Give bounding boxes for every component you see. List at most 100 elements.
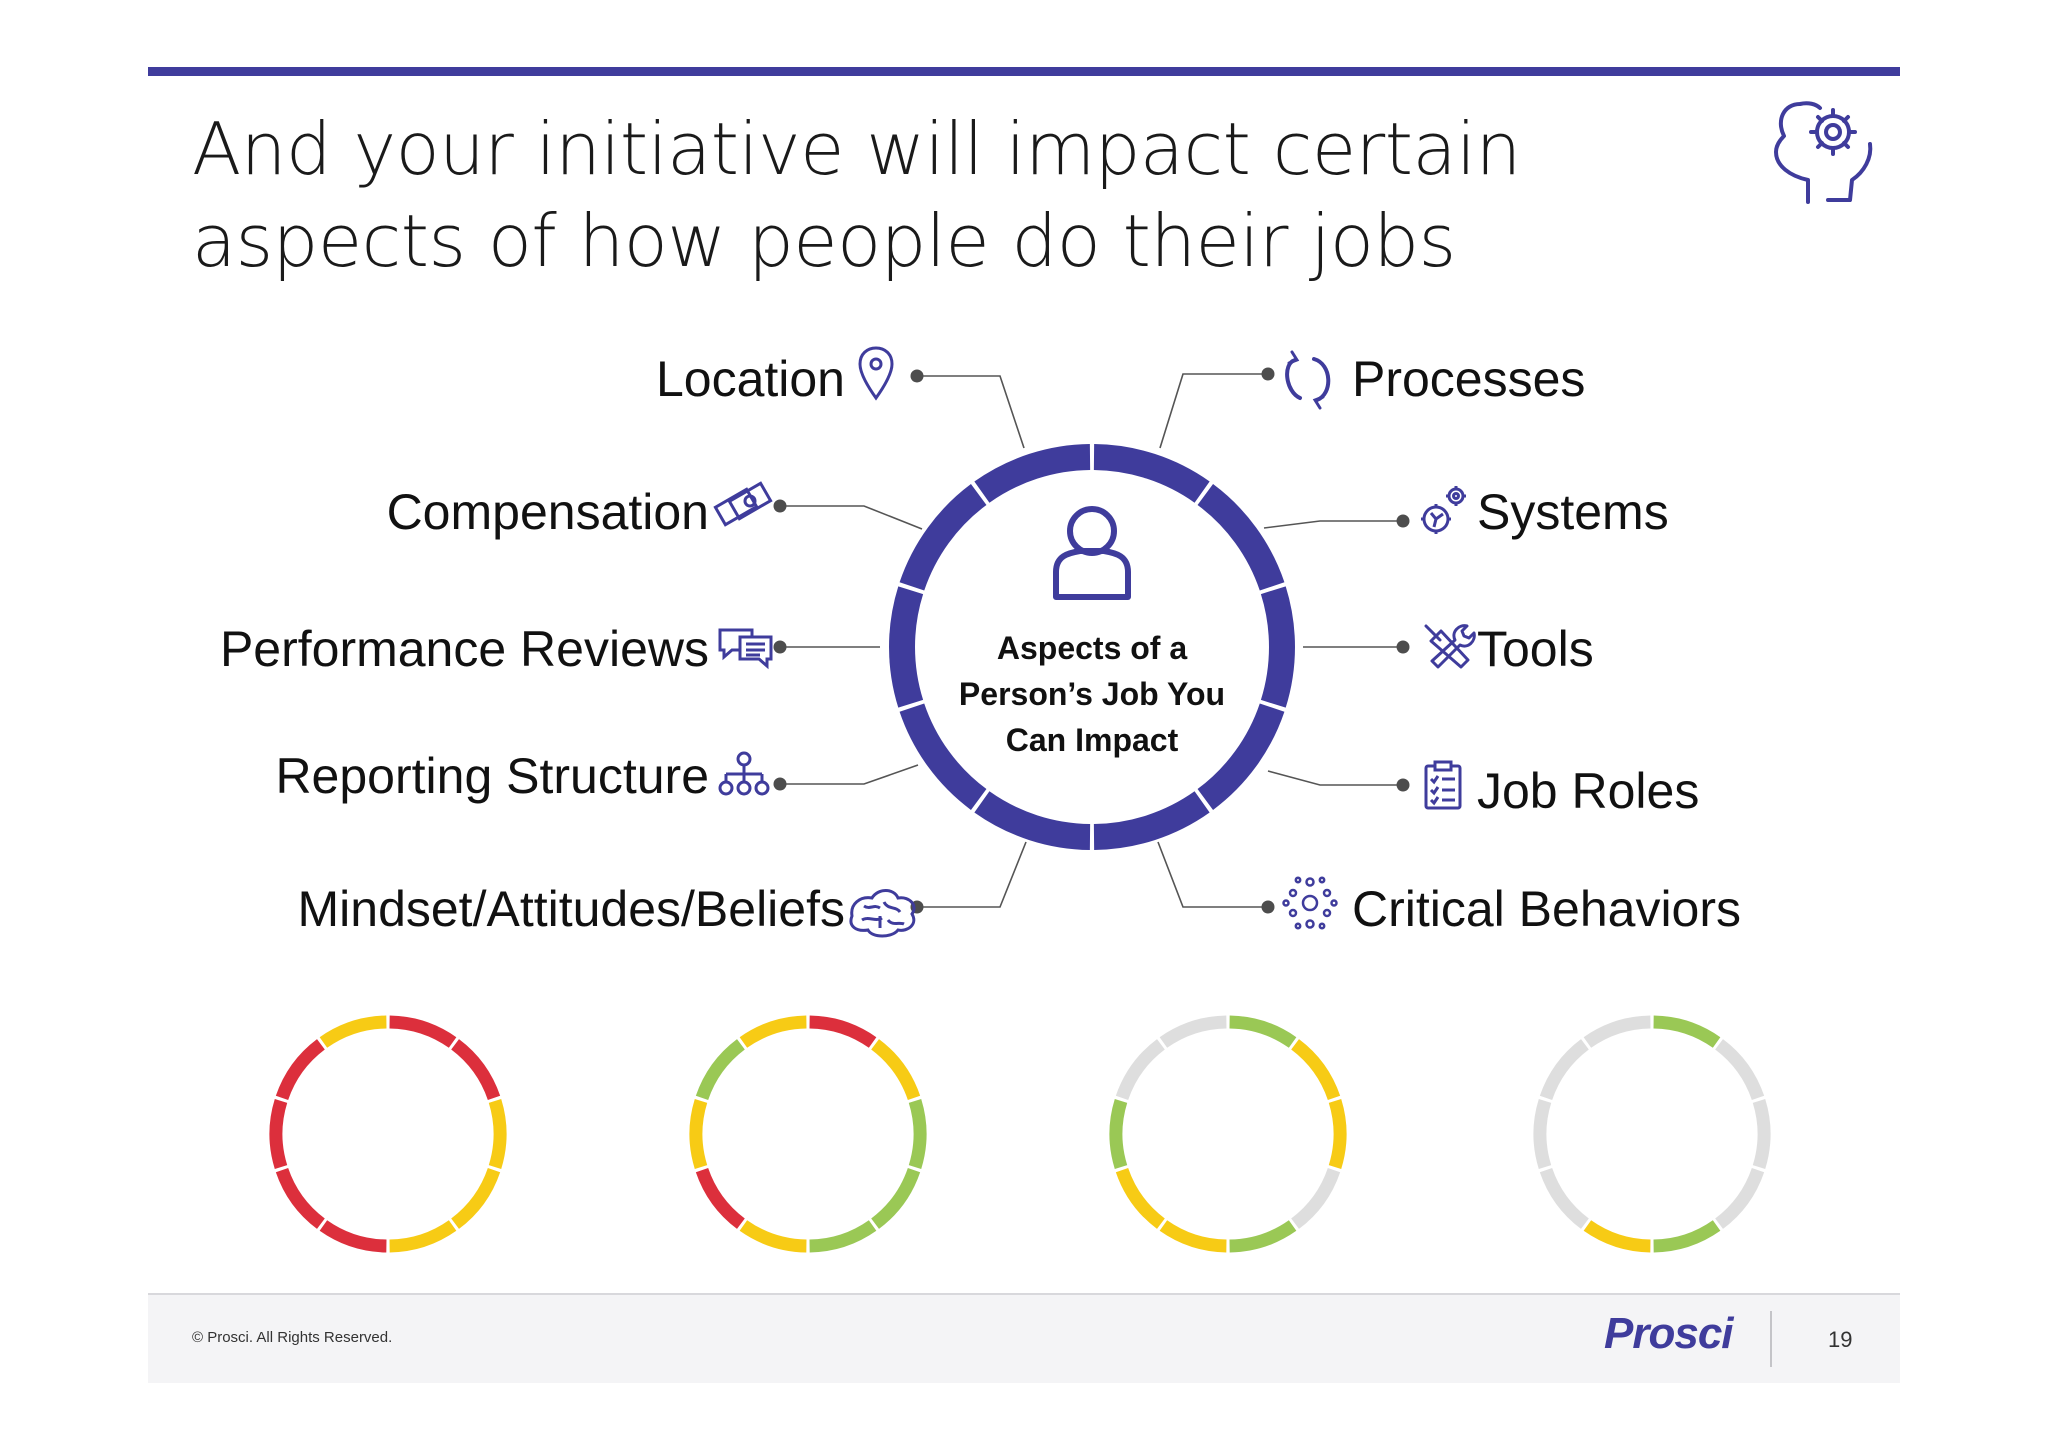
connector-compensation xyxy=(780,505,923,530)
main-ring xyxy=(889,444,1295,850)
impact-ring-1 xyxy=(269,1015,507,1253)
impact-ring-3-segment-4 xyxy=(1291,1167,1341,1229)
impact-ring-3-segment-8 xyxy=(1109,1098,1128,1170)
center-line-2: Person’s Job You xyxy=(959,676,1225,712)
top-rule xyxy=(148,67,1900,76)
impact-ring-1-segment-8 xyxy=(269,1098,288,1170)
impact-ring-3-segment-10 xyxy=(1159,1015,1227,1048)
connector-processes xyxy=(1159,373,1268,449)
footer: © Prosci. All Rights Reserved. Prosci 19 xyxy=(148,1293,1900,1383)
impact-ring-4-segment-7 xyxy=(1539,1167,1589,1229)
impact-ring-3-segment-9 xyxy=(1115,1039,1165,1101)
gears-icon xyxy=(1421,486,1466,534)
location-pin-icon xyxy=(858,346,894,401)
connector-processes-dot xyxy=(1261,367,1275,381)
main-ring-segment-1 xyxy=(1093,444,1210,503)
connector-tools-dot xyxy=(1396,640,1410,654)
main-ring-segment-5 xyxy=(1093,791,1210,850)
connector-systems-dot xyxy=(1396,514,1410,528)
clipboard-icon xyxy=(1424,760,1462,810)
impact-ring-4-segment-5 xyxy=(1653,1220,1721,1253)
slide-title: And your initiative will impact certain … xyxy=(192,103,1642,287)
aspect-label-processes: Processes xyxy=(1352,351,1585,407)
main-ring-segment-8 xyxy=(889,586,924,708)
connector-compensation-dot xyxy=(773,499,787,513)
impact-ring-1-segment-2 xyxy=(451,1039,501,1101)
impact-ring-2-segment-8 xyxy=(689,1098,708,1170)
main-ring-segment-7 xyxy=(899,703,987,810)
copyright-text: © Prosci. All Rights Reserved. xyxy=(192,1329,393,1346)
impact-ring-2-segment-5 xyxy=(809,1220,877,1253)
main-ring-segment-10 xyxy=(974,444,1091,503)
impact-ring-2 xyxy=(689,1015,927,1253)
impact-ring-2-segment-9 xyxy=(695,1039,745,1101)
impact-ring-4-segment-1 xyxy=(1653,1015,1721,1048)
impact-ring-3-segment-5 xyxy=(1229,1220,1297,1253)
main-ring-segment-3 xyxy=(1260,586,1295,708)
aspect-label-systems: Systems xyxy=(1477,484,1669,540)
impact-rings xyxy=(269,1015,1771,1253)
impact-ring-4-segment-6 xyxy=(1583,1220,1651,1253)
impact-ring-1-segment-10 xyxy=(319,1015,387,1048)
title-line-2: aspects of how people do their jobs xyxy=(192,199,1456,283)
connector-reporting-structure-dot xyxy=(773,777,787,791)
impact-ring-2-segment-1 xyxy=(809,1015,877,1048)
connector-mindset xyxy=(917,841,1027,908)
impact-ring-3-segment-6 xyxy=(1159,1220,1227,1253)
impact-ring-3-segment-2 xyxy=(1291,1039,1341,1101)
impact-ring-4-segment-8 xyxy=(1533,1098,1552,1170)
connector-reporting-structure xyxy=(780,764,919,785)
impact-ring-4-segment-10 xyxy=(1583,1015,1651,1048)
refresh-icon xyxy=(1285,350,1331,410)
connector-critical-behaviors xyxy=(1157,841,1268,908)
page-number: 19 xyxy=(1828,1327,1853,1352)
impact-ring-3-segment-1 xyxy=(1229,1015,1297,1048)
connector-systems xyxy=(1263,520,1403,529)
center-line-1: Aspects of a xyxy=(997,630,1187,666)
footer-divider xyxy=(1770,1311,1772,1367)
money-icon xyxy=(713,481,773,527)
impact-ring-1-segment-1 xyxy=(389,1015,457,1048)
aspect-label-performance-reviews: Performance Reviews xyxy=(220,621,709,677)
aspect-label-location: Location xyxy=(656,351,845,407)
impact-ring-2-segment-6 xyxy=(739,1220,807,1253)
impact-ring-1-segment-6 xyxy=(319,1220,387,1253)
connector-job-roles xyxy=(1267,770,1403,786)
impact-ring-3 xyxy=(1109,1015,1347,1253)
impact-ring-4-segment-3 xyxy=(1752,1098,1771,1170)
impact-ring-3-segment-7 xyxy=(1115,1167,1165,1229)
main-ring-segment-2 xyxy=(1197,484,1285,591)
impact-ring-4-segment-2 xyxy=(1715,1039,1765,1101)
title-line-1: And your initiative will impact certain xyxy=(192,107,1521,191)
aspect-label-reporting-structure: Reporting Structure xyxy=(275,748,709,804)
main-ring-segment-9 xyxy=(899,484,987,591)
tools-icon xyxy=(1424,624,1476,669)
main-ring-segment-6 xyxy=(974,791,1091,850)
connector-job-roles-dot xyxy=(1396,778,1410,792)
connector-performance-reviews-dot xyxy=(773,640,787,654)
impact-ring-4-segment-4 xyxy=(1715,1167,1765,1229)
connector-location xyxy=(917,375,1025,449)
impact-ring-2-segment-4 xyxy=(871,1167,921,1229)
prosci-logo: Prosci xyxy=(1604,1309,1734,1358)
brain-icon xyxy=(849,889,916,938)
center-line-3: Can Impact xyxy=(1006,722,1179,758)
aspect-label-job-roles: Job Roles xyxy=(1477,763,1699,819)
impact-ring-2-segment-10 xyxy=(739,1015,807,1048)
connector-critical-behaviors-dot xyxy=(1261,900,1275,914)
impact-ring-2-segment-7 xyxy=(695,1167,745,1229)
impact-ring-1-segment-7 xyxy=(275,1167,325,1229)
network-icon xyxy=(1282,876,1338,930)
impact-ring-2-segment-3 xyxy=(908,1098,927,1170)
impact-ring-1-segment-3 xyxy=(488,1098,507,1170)
person-icon xyxy=(1053,506,1131,600)
aspect-label-mindset: Mindset/Attitudes/Beliefs xyxy=(298,881,846,937)
impact-ring-4 xyxy=(1533,1015,1771,1253)
aspect-label-tools: Tools xyxy=(1477,621,1594,677)
main-ring-segment-4 xyxy=(1197,703,1285,810)
aspect-label-compensation: Compensation xyxy=(387,484,709,540)
impact-ring-4-segment-9 xyxy=(1539,1039,1589,1101)
head-gear-icon xyxy=(1774,101,1873,204)
